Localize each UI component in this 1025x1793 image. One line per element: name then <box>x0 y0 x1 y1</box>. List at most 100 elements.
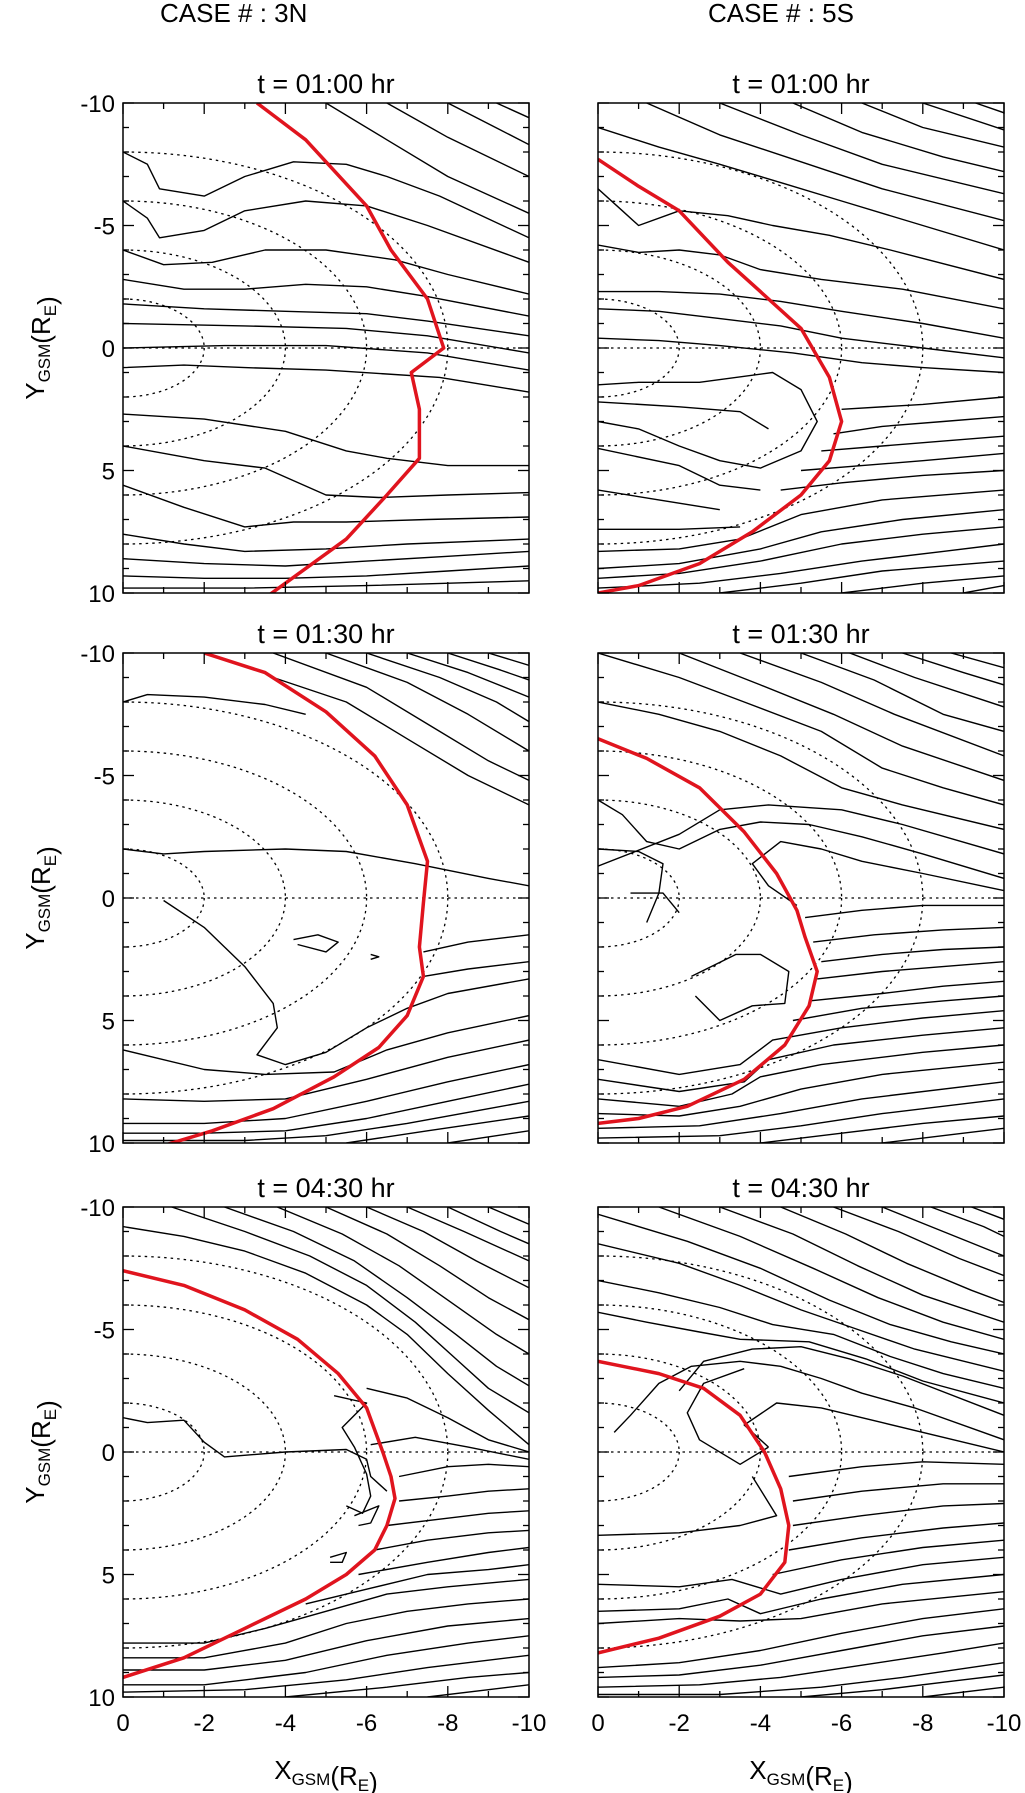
contour-line <box>598 401 769 430</box>
contour-line <box>658 1207 1004 1340</box>
panel-plot-area <box>598 1207 1004 1697</box>
contour-line <box>719 103 1004 195</box>
y-tick-label: -5 <box>94 1318 115 1345</box>
contour-line <box>598 1243 1004 1372</box>
contour-line <box>805 904 1004 919</box>
x-tick-label: -4 <box>275 1710 296 1737</box>
contour-line <box>171 1207 529 1414</box>
contour-line <box>598 1081 1004 1129</box>
contour-line <box>598 489 720 511</box>
contour-line <box>293 934 339 953</box>
contour-line <box>123 1100 529 1142</box>
y-axis-label: YGSM(RE) <box>20 296 62 400</box>
contour-line <box>691 953 790 1022</box>
panel-title: t = 04:30 hr <box>732 1173 869 1203</box>
dotted-circle <box>123 1304 368 1600</box>
contour-line <box>686 1368 769 1466</box>
contour-line <box>598 489 1004 553</box>
contour-line <box>123 1654 529 1693</box>
dotted-circle <box>123 750 368 1046</box>
panel-3: t = 01:30 hr -10 -5 0 5 10 YGSM(RE) <box>20 619 530 1158</box>
x-axis-label: XGSM(RE) <box>274 1755 378 1793</box>
dotted-circle <box>598 1255 924 1649</box>
contour-line <box>849 653 1004 708</box>
contour-line <box>598 1591 1004 1625</box>
contour-line <box>598 371 818 469</box>
contour-line <box>792 995 1004 1022</box>
contour-line <box>813 926 1004 943</box>
contour-line <box>902 653 1004 686</box>
y-tick-label: 0 <box>102 886 115 913</box>
contour-line <box>325 653 529 752</box>
contour-line <box>800 452 1004 472</box>
contour-line <box>123 1417 388 1492</box>
dotted-circle <box>123 701 449 1095</box>
x-axis-label: XGSM(RE) <box>749 1755 853 1793</box>
contour-line <box>123 364 529 393</box>
contour-line <box>374 1529 529 1551</box>
contour-line <box>780 469 1004 491</box>
contour-line <box>496 103 529 119</box>
y-tick-label: 0 <box>102 1440 115 1467</box>
contour-line <box>751 840 1004 906</box>
contour-line <box>841 396 1004 410</box>
contour-line <box>386 103 529 178</box>
contour-line <box>123 1598 529 1659</box>
contour-line <box>123 1578 529 1644</box>
boundary-line <box>255 103 446 593</box>
contour-line <box>123 1617 529 1671</box>
dotted-circle <box>123 1255 449 1649</box>
dotted-circle <box>598 200 843 496</box>
contour-line <box>598 804 1004 867</box>
contour-line <box>792 1502 1004 1527</box>
dotted-circle <box>123 848 205 948</box>
contour-line <box>598 1044 1004 1108</box>
contour-line <box>598 447 761 491</box>
contour-line <box>325 103 529 214</box>
boundary-line <box>598 737 819 1126</box>
y-tick-label: 10 <box>88 581 115 608</box>
contour-line <box>386 1510 529 1527</box>
contour-line <box>598 1608 1004 1669</box>
contour-line <box>123 565 529 579</box>
contour-line <box>447 1207 529 1245</box>
panel-plot-area <box>123 103 529 593</box>
contour-line <box>719 560 1004 593</box>
boundary-line <box>598 157 844 593</box>
dotted-circle <box>123 1402 205 1502</box>
panel-title: t = 01:00 hr <box>257 69 394 99</box>
contour-line <box>423 961 529 978</box>
x-tick-label: -6 <box>831 1710 852 1737</box>
contour-line <box>123 278 529 317</box>
panel-1: t = 01:00 hr -10 -5 0 5 10 YGSM(RE) <box>20 69 530 608</box>
contour-line <box>488 653 529 666</box>
panel-title: t = 01:30 hr <box>732 619 869 649</box>
dotted-circle <box>598 1402 680 1502</box>
contour-line <box>788 1522 1004 1551</box>
contour-line <box>370 953 380 960</box>
contour-line <box>123 484 529 528</box>
dotted-circle <box>123 151 449 545</box>
contour-line <box>423 934 529 953</box>
contour-line <box>678 1345 1004 1416</box>
contour-line <box>598 126 1004 251</box>
panel-plot-area <box>598 103 1004 593</box>
contour-line <box>598 1027 1004 1093</box>
y-tick-label: 5 <box>102 1563 115 1590</box>
contour-line <box>971 1207 1004 1220</box>
contour-line <box>123 249 529 295</box>
contour-line <box>821 946 1004 963</box>
y-tick-label: 5 <box>102 459 115 486</box>
contour-line <box>406 653 529 698</box>
contour-line <box>792 103 1004 173</box>
dotted-circle <box>598 249 762 447</box>
contour-line <box>792 1483 1004 1502</box>
dotted-circle <box>598 848 680 948</box>
contour-line <box>398 1463 529 1478</box>
contour-line <box>447 1130 529 1143</box>
panel-plot-area <box>123 653 529 1143</box>
panel-2: t = 01:00 hr <box>597 69 1005 594</box>
contour-line <box>123 1039 529 1103</box>
contour-line <box>788 1461 1004 1478</box>
